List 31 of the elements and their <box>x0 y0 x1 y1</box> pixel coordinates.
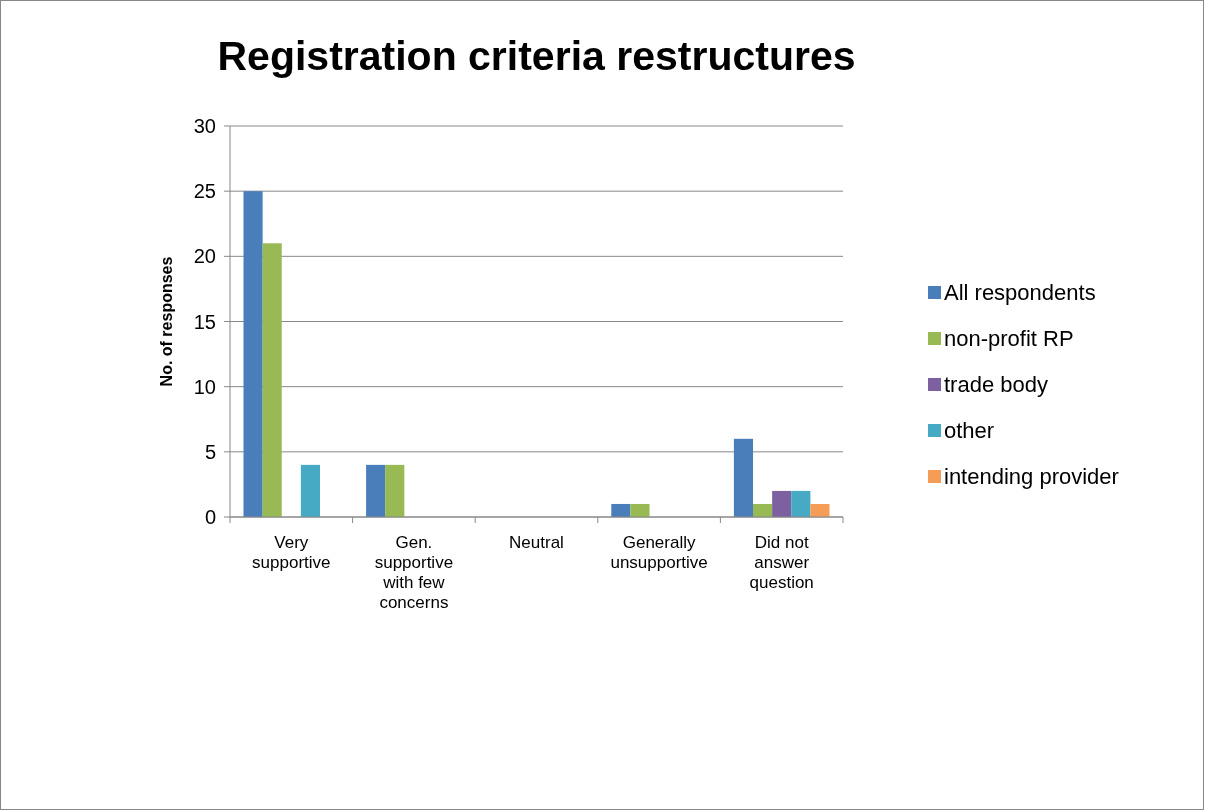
y-tick-label: 30 <box>193 115 216 137</box>
bar <box>791 490 811 517</box>
x-tick-label: Very supportive <box>252 533 331 572</box>
chart-title: Registration criteria restructures <box>217 33 856 79</box>
x-tick-label: Gen. supportive with few concerns <box>374 533 454 612</box>
legend-label: trade body <box>944 372 1048 397</box>
bar <box>630 503 650 517</box>
bar <box>772 490 792 517</box>
legend-label: All respondents <box>944 280 1096 305</box>
legend-label: other <box>944 418 995 443</box>
legend-label: non-profit RP <box>944 326 1074 351</box>
bar <box>300 464 320 517</box>
legend-label: intending provider <box>944 464 1119 489</box>
y-tick-label: 10 <box>193 375 216 398</box>
y-tick-label: 5 <box>204 440 216 463</box>
bar <box>385 464 405 517</box>
y-tick-label: 0 <box>204 506 216 528</box>
y-tick-label: 15 <box>193 310 216 333</box>
x-tick-label: Generally unsupportive <box>610 533 708 572</box>
bar <box>753 503 773 517</box>
bar <box>611 503 631 517</box>
bar <box>810 503 830 517</box>
y-tick-label: 25 <box>193 180 216 203</box>
bar <box>733 438 754 517</box>
x-tick-label: Neutral <box>509 533 564 552</box>
bar <box>243 191 263 517</box>
bar <box>366 464 386 517</box>
y-axis-title: No. of responses <box>158 256 175 387</box>
bar <box>262 243 282 517</box>
x-tick-label: Did not answer question <box>749 533 814 592</box>
y-tick-label: 20 <box>193 245 216 268</box>
